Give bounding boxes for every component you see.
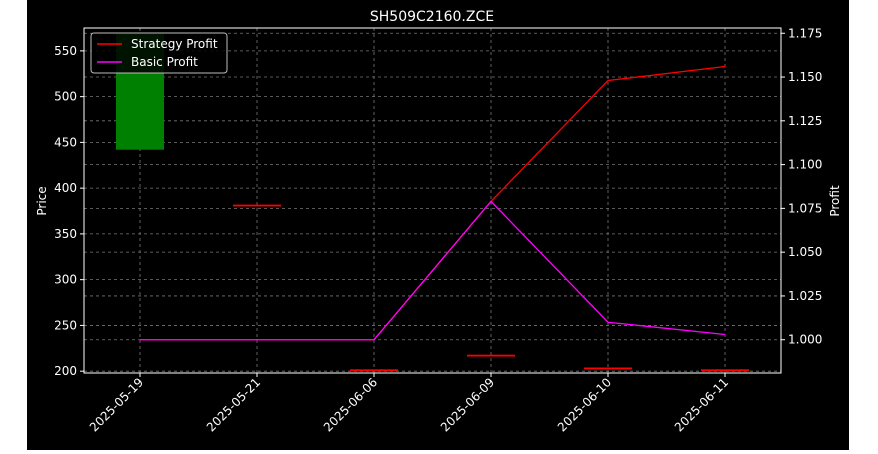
profit-tick-label: 1.050 — [788, 245, 822, 259]
date-tick-label: 2025-05-21 — [204, 375, 263, 434]
series-line — [140, 65, 726, 341]
date-tick-label: 2025-06-06 — [321, 375, 380, 434]
profit-tick-label: 1.075 — [788, 201, 822, 215]
candle-body — [467, 354, 515, 357]
profit-axis-label: Profit — [828, 185, 842, 217]
series-line — [140, 200, 726, 341]
price-axis-ticks: 200 250 300 350 400 450 500 550 — [54, 44, 84, 378]
date-tick-label: 2025-05-19 — [87, 375, 146, 434]
legend: Strategy Profit Basic Profit — [90, 32, 228, 74]
price-tick-label: 250 — [54, 318, 77, 332]
date-tick-label: 2025-06-10 — [555, 375, 614, 434]
chart-svg: SH509C2160.ZCE 200250300350400450500550 … — [35, 9, 842, 434]
profit-tick-label: 1.000 — [788, 333, 822, 347]
profit-tick-label: 1.150 — [788, 70, 822, 84]
legend-box — [90, 32, 228, 74]
price-tick-label: 450 — [54, 135, 77, 149]
candle-body — [350, 369, 398, 372]
date-tick-label: 2025-06-11 — [672, 375, 731, 434]
candles — [116, 32, 749, 372]
candle-body — [584, 367, 632, 370]
date-axis-ticks: 2025-05-19 2025-05-21 2025-06-06 2025-06-09… — [87, 373, 731, 434]
chart-figure: SH509C2160.ZCE 200 250 300 350 400 450 500 550 … — [27, 0, 849, 450]
candle-body — [701, 369, 749, 372]
profit-tick-label: 1.175 — [788, 26, 822, 40]
price-tick-label: 500 — [54, 90, 77, 104]
candle-body — [233, 204, 281, 207]
profit-tick-label: 1.100 — [788, 158, 822, 172]
price-tick-label: 300 — [54, 273, 77, 287]
price-axis-label: Price — [35, 186, 49, 215]
date-tick-label: 2025-06-09 — [438, 375, 497, 434]
legend-label-strategy-profit: Strategy Profit — [131, 37, 218, 51]
grid-lines — [84, 28, 781, 373]
chart-title: SH509C2160.ZCE — [370, 9, 494, 25]
profit-series — [140, 65, 726, 341]
legend-label-basic-profit: Basic Profit — [131, 55, 198, 69]
price-tick-label: 550 — [54, 44, 77, 58]
profit-tick-label: 1.025 — [788, 289, 822, 303]
price-tick-label: 400 — [54, 181, 77, 195]
profit-tick-label: 1.125 — [788, 114, 822, 128]
plot-frame — [83, 27, 782, 374]
price-tick-label: 200 — [54, 364, 77, 378]
price-tick-label: 350 — [54, 227, 77, 241]
profit-axis-ticks: 1.000 1.025 1.050 1.075 1.100 1.125 1.150 1.175 — [781, 26, 822, 347]
